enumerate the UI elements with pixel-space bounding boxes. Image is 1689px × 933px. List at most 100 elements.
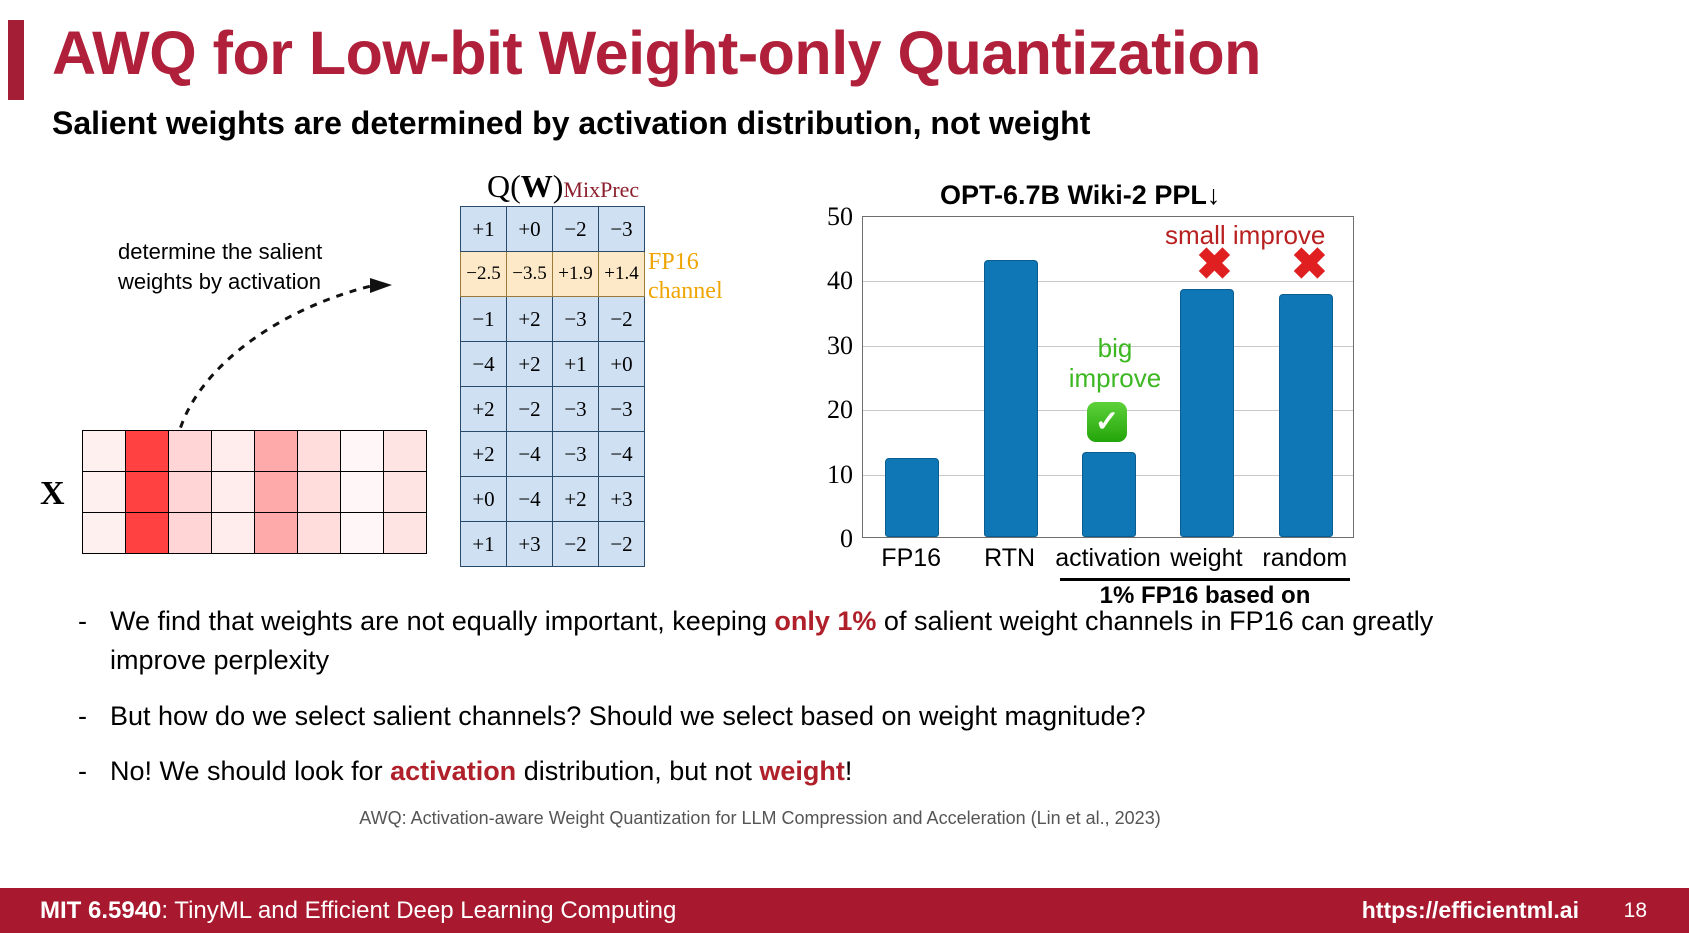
heatmap-cell bbox=[125, 512, 169, 554]
weight-matrix-cell: −3 bbox=[598, 386, 645, 432]
weight-matrix-cell: −2 bbox=[552, 206, 599, 252]
heatmap-row bbox=[82, 471, 427, 513]
bullet-highlight: activation bbox=[390, 756, 517, 787]
red-x-icon: ✖ bbox=[1196, 240, 1233, 289]
heatmap-row bbox=[82, 430, 427, 472]
heatmap-cell bbox=[340, 471, 384, 513]
page-title: AWQ for Low-bit Weight-only Quantization bbox=[52, 19, 1261, 87]
weight-matrix-cell: +1.4 bbox=[598, 251, 645, 297]
weight-matrix-cell: −2 bbox=[598, 521, 645, 567]
ppl-bar-chart: OPT-6.7B Wiki-2 PPL↓ 0 10 20 30 40 50 FP16 RTN… bbox=[800, 180, 1370, 600]
weight-matrix-cell: −3 bbox=[552, 431, 599, 477]
weight-matrix-row: −4 +2 +1 +0 bbox=[460, 341, 645, 387]
chart-y-tick-label: 20 bbox=[827, 395, 853, 425]
heatmap-cell bbox=[211, 471, 255, 513]
heatmap-cell bbox=[383, 471, 427, 513]
small-improve-note: small improve bbox=[1165, 220, 1326, 250]
weight-matrix-cell: +2 bbox=[460, 386, 507, 432]
chart-x-tick-label: random bbox=[1262, 544, 1348, 572]
heatmap-cell bbox=[168, 471, 212, 513]
weight-matrix-cell: +0 bbox=[598, 341, 645, 387]
bullet-dash: - bbox=[78, 756, 87, 787]
bullet-item: - But how do we select salient channels? … bbox=[78, 697, 1498, 736]
heatmap-cell bbox=[254, 512, 298, 554]
bullet-dash: - bbox=[78, 606, 87, 636]
weight-matrix-row: +2 −2 −3 −3 bbox=[460, 386, 645, 432]
quantized-weight-matrix: +1 +0 −2 −3 −2.5 −3.5 +1.9 +1.4 −1 +2 −3 −2 −4 +2 +1 +0… bbox=[460, 206, 645, 567]
bullet-text: But how do we select salient channels? S… bbox=[110, 697, 1498, 736]
heatmap-cell bbox=[125, 471, 169, 513]
heatmap-cell bbox=[340, 512, 384, 554]
bullet-span: But how do we select salient channels? S… bbox=[110, 700, 1146, 731]
heatmap-cell bbox=[168, 512, 212, 554]
check-mark-icon: ✓ bbox=[1087, 402, 1127, 442]
chart-x-axis-labels: FP16 RTN activation weight random bbox=[862, 544, 1354, 580]
heatmap-cell bbox=[211, 430, 255, 472]
chart-plot-area: 0 10 20 30 40 50 bbox=[827, 202, 1354, 553]
heatmap-cell bbox=[383, 512, 427, 554]
weight-matrix-cell: +2 bbox=[552, 476, 599, 522]
bullet-text: We find that weights are not equally imp… bbox=[110, 602, 1498, 681]
chart-x-tick-label: RTN bbox=[984, 544, 1036, 572]
weight-matrix-cell: −3 bbox=[552, 296, 599, 342]
footer-course-name: : TinyML and Efficient Deep Learning Com… bbox=[161, 897, 677, 924]
footer-course: MIT 6.5940: TinyML and Efficient Deep Le… bbox=[40, 897, 676, 925]
heatmap-cell bbox=[340, 430, 384, 472]
qw-subscript: MixPrec bbox=[563, 177, 640, 202]
weight-matrix-cell: +1 bbox=[460, 521, 507, 567]
heatmap-cell bbox=[383, 430, 427, 472]
fp16-note-line1: FP16 bbox=[648, 249, 699, 275]
activation-heatmap bbox=[82, 430, 427, 554]
bullet-highlight: only 1% bbox=[774, 606, 877, 636]
weight-matrix-cell: −3.5 bbox=[506, 251, 553, 297]
chart-y-tick-label: 30 bbox=[827, 330, 853, 360]
weight-matrix-row: +0 −4 +2 +3 bbox=[460, 476, 645, 522]
heatmap-cell bbox=[82, 512, 126, 554]
weight-matrix-cell: −4 bbox=[460, 341, 507, 387]
weight-matrix-cell: +3 bbox=[506, 521, 553, 567]
weight-matrix-cell: +2 bbox=[506, 296, 553, 342]
chart-bars bbox=[863, 217, 1353, 537]
bullet-highlight: weight bbox=[759, 756, 845, 787]
chart-x-tick-label: activation bbox=[1055, 544, 1161, 572]
weight-matrix-title: Q(W)MixPrec bbox=[487, 168, 639, 205]
group-caption: 1% FP16 based on bbox=[1099, 582, 1311, 609]
group-underline bbox=[1060, 578, 1350, 581]
citation-text: AWQ: Activation-aware Weight Quantizatio… bbox=[359, 808, 1161, 828]
heatmap-cell bbox=[211, 512, 255, 554]
chart-x-tick-label: weight bbox=[1170, 544, 1243, 572]
bullet-span: ! bbox=[844, 756, 853, 787]
footer-url-link[interactable]: https://efficientml.ai bbox=[1361, 897, 1579, 923]
heatmap-cell bbox=[254, 430, 298, 472]
chart-x-tick-label: FP16 bbox=[881, 544, 942, 572]
weight-matrix-cell: +3 bbox=[598, 476, 645, 522]
bullet-span: of salient weight channels in FP16 can g… bbox=[110, 606, 1434, 676]
qw-close: ) bbox=[552, 168, 564, 204]
heatmap-cell bbox=[82, 471, 126, 513]
fp16-channel-note: FP16 channel bbox=[648, 248, 723, 306]
chart-y-tick-label: 10 bbox=[827, 459, 853, 489]
weight-matrix-cell: +1 bbox=[460, 206, 507, 252]
title-accent-bar bbox=[8, 20, 24, 100]
footer-page-number: 18 bbox=[1623, 899, 1647, 922]
chart-gridline bbox=[863, 345, 1353, 347]
weight-matrix-row: −2.5 −3.5 +1.9 +1.4 bbox=[460, 251, 645, 297]
slide-footer: MIT 6.5940: TinyML and Efficient Deep Le… bbox=[0, 888, 1689, 933]
weight-matrix-cell: +1.9 bbox=[552, 251, 599, 297]
x-matrix-label: X bbox=[40, 475, 65, 512]
weight-matrix-cell: −2 bbox=[552, 521, 599, 567]
bullet-span: We find that weights are not equally imp… bbox=[110, 606, 775, 636]
chart-bar bbox=[1278, 294, 1333, 537]
weight-matrix-cell: −3 bbox=[598, 206, 645, 252]
weight-matrix-cell: −2 bbox=[598, 296, 645, 342]
chart-bar bbox=[885, 458, 940, 537]
weight-matrix-cell: −2 bbox=[506, 386, 553, 432]
page-subtitle: Salient weights are determined by activa… bbox=[52, 105, 1091, 141]
heatmap-cell bbox=[254, 471, 298, 513]
big-improve-note: big improve bbox=[1068, 333, 1162, 393]
bullet-dash: - bbox=[78, 700, 87, 731]
weight-matrix-cell: +0 bbox=[506, 206, 553, 252]
weight-matrix-row: +1 +0 −2 −3 bbox=[460, 206, 645, 252]
bullet-span: distribution, but not bbox=[516, 756, 760, 787]
weight-matrix-cell: −1 bbox=[460, 296, 507, 342]
